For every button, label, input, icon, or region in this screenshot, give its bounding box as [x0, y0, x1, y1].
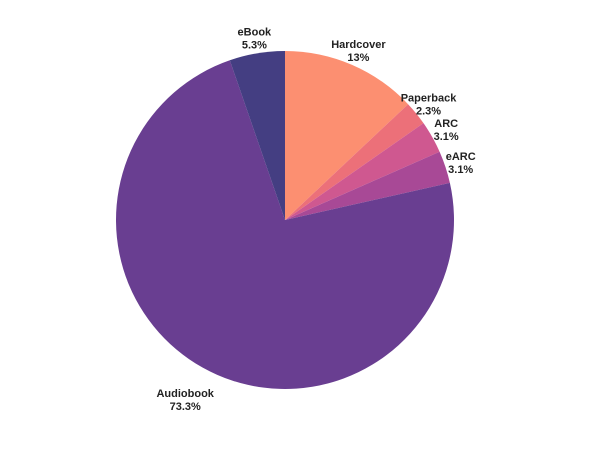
slice-label: eBook	[238, 27, 273, 39]
pie-slice-paperback	[285, 104, 424, 220]
pie-slice-hardcover	[285, 51, 409, 220]
slice-percent-label: 2.3%	[416, 105, 441, 117]
slice-percent-label: 13%	[347, 52, 369, 64]
slice-label: ARC	[434, 118, 458, 130]
pie-slice-audiobook	[116, 60, 455, 390]
pie-slice-arc	[285, 123, 440, 220]
slice-label: eARC	[446, 151, 476, 163]
slice-percent-label: 3.1%	[448, 164, 473, 176]
slice-percent-label: 3.1%	[434, 131, 459, 143]
slice-percent-label: 5.3%	[242, 40, 267, 52]
pie-slice-ebook	[229, 51, 285, 220]
pie-slice-earc	[285, 151, 450, 220]
slice-label: Paperback	[401, 92, 458, 104]
slice-label: Audiobook	[156, 388, 214, 400]
slice-label: Hardcover	[331, 39, 386, 51]
slice-percent-label: 73.3%	[170, 401, 201, 413]
